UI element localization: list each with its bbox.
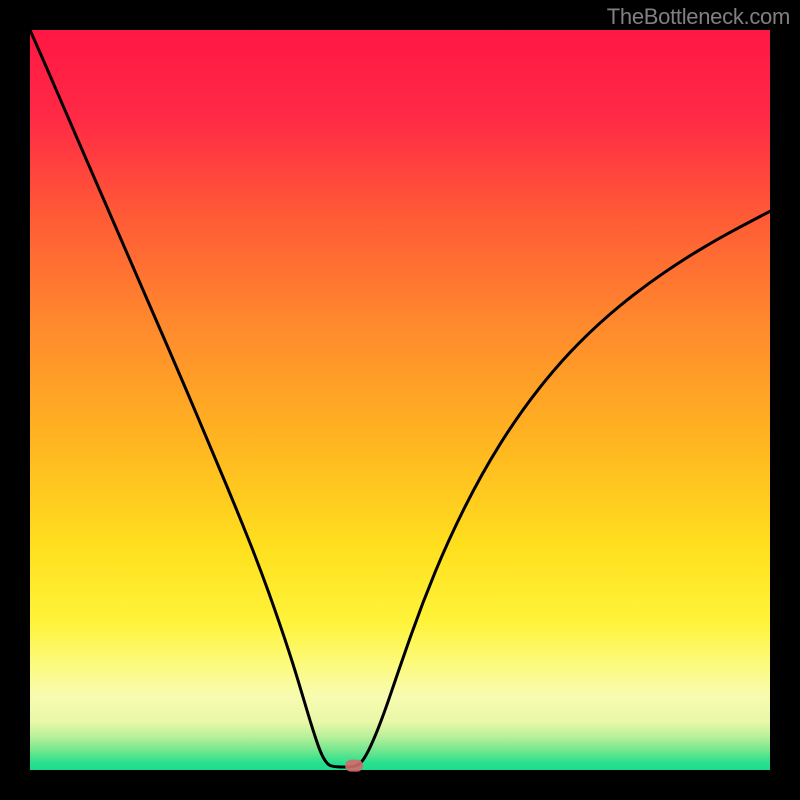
optimal-point-marker bbox=[345, 760, 363, 772]
chart-svg bbox=[0, 0, 800, 800]
watermark-text: TheBottleneck.com bbox=[607, 4, 790, 30]
plot-background bbox=[30, 30, 770, 770]
bottleneck-chart: TheBottleneck.com bbox=[0, 0, 800, 800]
